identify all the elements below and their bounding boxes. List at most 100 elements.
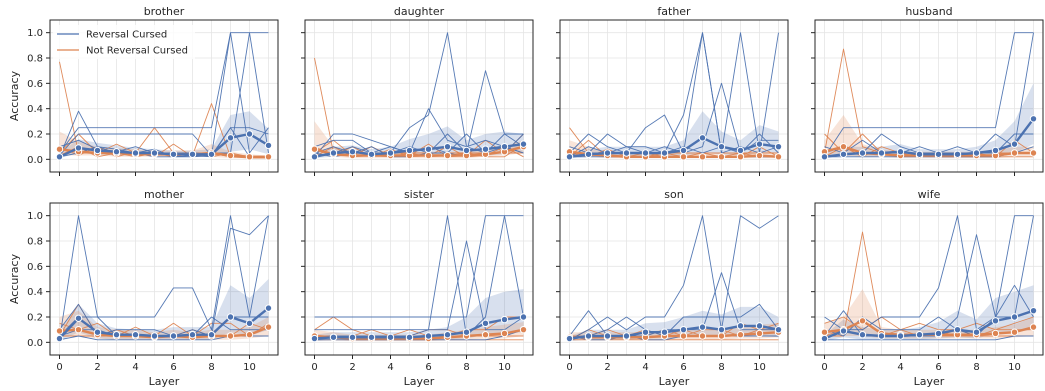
marker-reversal-cursed [443, 142, 452, 151]
xtick-label: 2 [604, 362, 610, 373]
marker-not-reversal-cursed [245, 331, 254, 339]
marker-reversal-cursed [386, 333, 395, 341]
marker-reversal-cursed [264, 304, 273, 312]
marker-reversal-cursed [858, 149, 867, 157]
xtick-label: 10 [1008, 362, 1021, 373]
marker-reversal-cursed [953, 150, 962, 158]
marker-not-reversal-cursed [717, 332, 726, 340]
xtick-label: 4 [642, 362, 648, 373]
axes-frame [304, 202, 534, 356]
marker-not-reversal-cursed [991, 329, 1000, 338]
marker-reversal-cursed [55, 334, 64, 343]
marker-not-reversal-cursed [755, 151, 764, 160]
marker-reversal-cursed [584, 150, 593, 158]
marker-not-reversal-cursed [774, 153, 783, 161]
xtick-label: 4 [132, 362, 138, 373]
ytick-label: 0.6 [27, 79, 43, 90]
marker-reversal-cursed [188, 331, 197, 339]
marker-reversal-cursed [565, 334, 574, 343]
marker-reversal-cursed [112, 331, 121, 339]
panel-daughter: daughter [301, 5, 534, 176]
xtick-label: 6 [425, 362, 431, 373]
x-axis-label: Layer [914, 375, 945, 388]
marker-not-reversal-cursed [736, 331, 745, 339]
marker-reversal-cursed [367, 150, 376, 158]
axes-frame [49, 19, 279, 173]
band-reversal-cursed [314, 289, 524, 342]
marker-reversal-cursed [500, 142, 509, 151]
line-reversal-cursed-individual [824, 215, 1034, 331]
marker-not-reversal-cursed [698, 153, 707, 161]
xtick-label: 0 [566, 362, 572, 373]
marker-reversal-cursed [188, 150, 197, 158]
marker-reversal-cursed [226, 134, 235, 142]
xtick-label: 2 [94, 362, 100, 373]
marker-reversal-cursed [641, 149, 650, 157]
marker-reversal-cursed [310, 153, 319, 161]
marker-reversal-cursed [93, 146, 102, 155]
panel-wife: 0 2 4 6 8 10 wife Layer [811, 188, 1044, 388]
x-axis-label: Layer [659, 375, 690, 388]
marker-reversal-cursed [112, 148, 121, 156]
panel-title-wife: wife [918, 188, 941, 201]
marker-reversal-cursed [500, 315, 509, 324]
marker-reversal-cursed [934, 329, 943, 338]
line-reversal-cursed-individual [569, 32, 779, 154]
marker-not-reversal-cursed [55, 145, 64, 153]
marker-reversal-cursed [820, 334, 829, 343]
marker-reversal-cursed [405, 146, 414, 155]
panel-title-daughter: daughter [394, 5, 445, 18]
legend-background [53, 25, 195, 59]
xtick-label: 8 [718, 362, 724, 373]
marker-reversal-cursed [329, 333, 338, 341]
band-reversal-cursed [824, 285, 1034, 342]
marker-not-reversal-cursed [858, 317, 867, 325]
xtick-label: 0 [311, 362, 317, 373]
marker-not-reversal-cursed [424, 151, 433, 160]
marker-not-reversal-cursed [820, 328, 829, 336]
legend-label-reversal-cursed: Reversal Cursed [86, 30, 167, 41]
ytick-label: 0.2 [27, 130, 43, 141]
marker-reversal-cursed [386, 149, 395, 157]
xtick-label: 6 [935, 362, 941, 373]
marker-not-reversal-cursed [1010, 149, 1019, 157]
marker-reversal-cursed [839, 150, 848, 158]
marker-reversal-cursed [679, 146, 688, 155]
marker-reversal-cursed [169, 332, 178, 340]
ytick-label: 0.0 [27, 155, 43, 166]
axes-frame [814, 202, 1044, 356]
xtick-label: 2 [859, 362, 865, 373]
marker-not-reversal-cursed [519, 325, 528, 334]
marker-not-reversal-cursed [74, 325, 83, 334]
marker-reversal-cursed [1010, 313, 1019, 321]
marker-reversal-cursed [131, 331, 140, 339]
x-axis-label: Layer [149, 375, 180, 388]
marker-not-reversal-cursed [1029, 323, 1038, 331]
ytick-label: 0.8 [27, 237, 43, 248]
xtick-label: 10 [753, 362, 766, 373]
xtick-label: 4 [897, 362, 903, 373]
axes-frame [559, 19, 789, 173]
marker-reversal-cursed [519, 140, 528, 148]
marker-not-reversal-cursed [264, 323, 273, 331]
axes-frame [304, 19, 534, 173]
marker-reversal-cursed [972, 328, 981, 336]
marker-reversal-cursed [698, 323, 707, 331]
xtick-label: 8 [463, 362, 469, 373]
marker-reversal-cursed [877, 149, 886, 157]
panel-son: 0 2 4 6 8 10 son Layer [556, 188, 789, 388]
marker-not-reversal-cursed [55, 327, 64, 335]
marker-reversal-cursed [207, 150, 216, 158]
marker-reversal-cursed [519, 313, 528, 321]
marker-not-reversal-cursed [443, 151, 452, 160]
x-axis-label: Layer [404, 375, 435, 388]
marker-reversal-cursed [858, 331, 867, 339]
y-axis-label: Accuracy [8, 253, 21, 304]
marker-reversal-cursed [915, 150, 924, 158]
line-reversal-cursed-individual [314, 240, 524, 331]
panel-father: father [556, 5, 789, 176]
marker-not-reversal-cursed [1029, 149, 1038, 157]
line-reversal-cursed-individual [59, 32, 269, 158]
panel-title-father: father [657, 5, 691, 18]
marker-reversal-cursed [603, 332, 612, 340]
